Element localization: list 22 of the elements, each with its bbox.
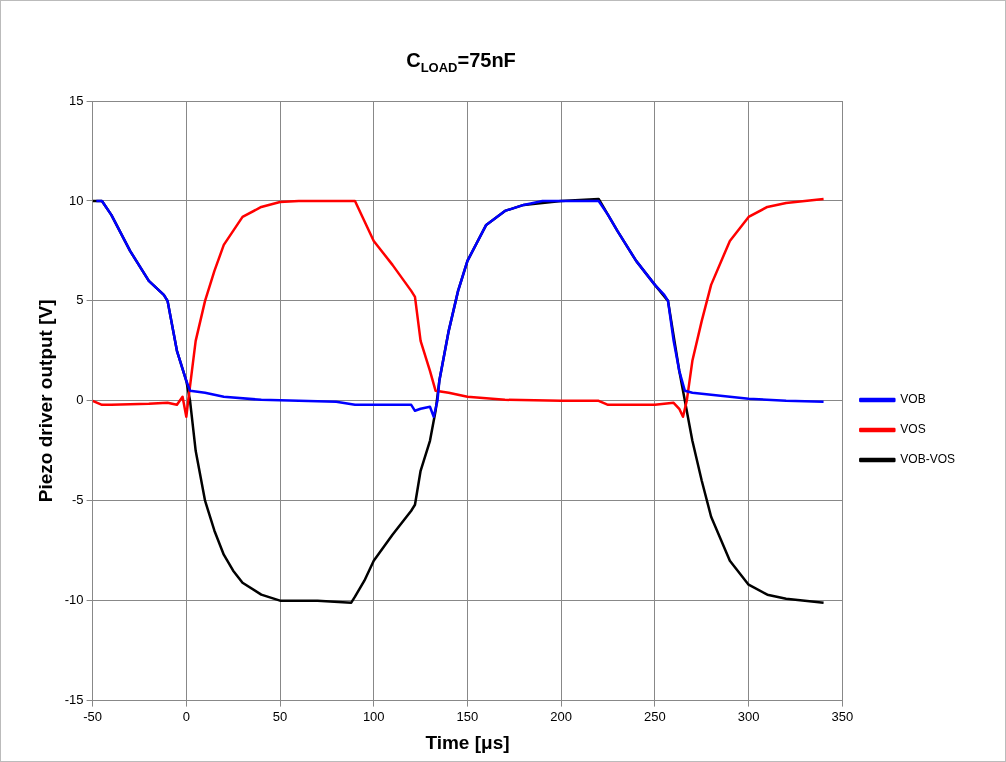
x-tick-label: -50 [83, 708, 102, 724]
y-tick-label: 10 [69, 192, 84, 208]
legend-label: VOB-VOS [900, 452, 956, 467]
legend-label: VOS [900, 422, 926, 437]
y-tick-label: -10 [64, 592, 84, 608]
x-tick-label: 200 [550, 708, 573, 724]
x-tick-label: 50 [272, 708, 288, 724]
chart-title: C$_{LOAD}$=75nF [405, 49, 517, 75]
x-tick-label: 100 [362, 708, 385, 724]
x-tick-label: 350 [831, 708, 854, 724]
x-tick-label: 0 [182, 708, 190, 724]
x-tick-label: 250 [644, 708, 666, 724]
legend-label: VOB [900, 392, 926, 407]
y-tick-label: -5 [72, 492, 84, 508]
y-axis-title: Piezo driver output [V] [34, 299, 56, 503]
y-tick-label: 0 [76, 392, 84, 408]
y-tick-label: 5 [76, 292, 84, 308]
x-tick-label: 300 [737, 708, 760, 724]
x-axis-title: Time [μs] [425, 731, 510, 753]
x-tick-label: 150 [456, 708, 479, 724]
y-tick-label: -15 [64, 692, 84, 708]
y-tick-label: 15 [69, 92, 84, 108]
